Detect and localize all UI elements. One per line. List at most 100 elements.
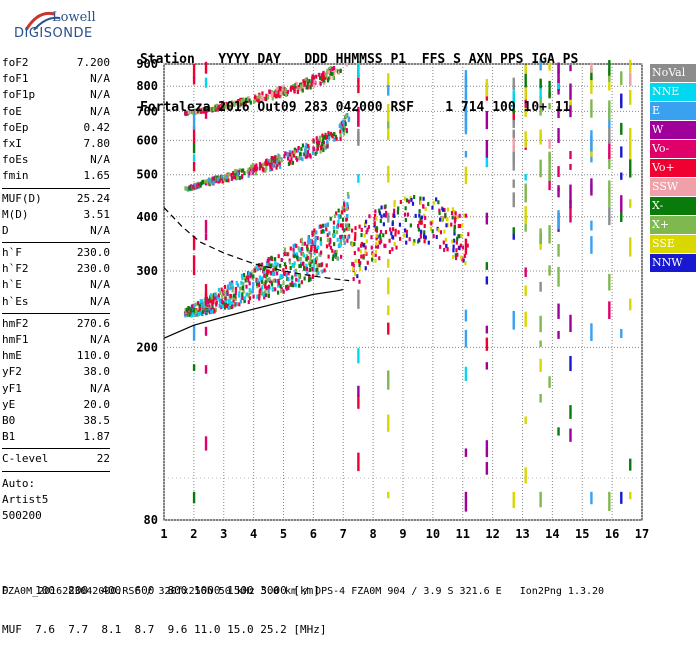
interference-streak (539, 315, 542, 333)
spread-f-point (456, 215, 459, 220)
echo-point (305, 263, 308, 268)
echo-point (284, 265, 288, 270)
echo-point (347, 194, 350, 199)
param-label: foE (2, 104, 22, 118)
echo-point (213, 292, 217, 297)
echo-point (184, 111, 187, 116)
echo-point (235, 302, 238, 307)
echo-point (286, 153, 289, 158)
echo-point (215, 295, 218, 300)
echo-point (269, 164, 272, 169)
spread-f-point (391, 247, 394, 252)
interference-streak (590, 76, 593, 94)
spread-f-point (458, 246, 461, 251)
x-tick-label: 5 (280, 527, 287, 541)
spread-f-point (394, 232, 397, 237)
spread-f-point (450, 211, 454, 216)
echo-point (191, 110, 194, 115)
echo-point (325, 227, 328, 232)
echo-point (196, 311, 199, 316)
echo-point (247, 292, 251, 297)
echo-point (226, 303, 230, 308)
echo-point (316, 245, 320, 250)
echo-point (293, 89, 296, 94)
interference-streak (620, 491, 623, 504)
legend-item-x-: X- (650, 197, 696, 215)
spread-f-point (376, 244, 380, 249)
param-row: foF1p N/A (2, 88, 110, 104)
param-row: M(D) 3.51 (2, 208, 110, 224)
interference-streak (357, 174, 360, 183)
echo-point (318, 138, 321, 143)
x-tick-label: 13 (515, 527, 529, 541)
echo-point (313, 261, 316, 266)
echo-point (302, 83, 305, 88)
echo-point (289, 87, 292, 92)
echo-point (329, 66, 332, 71)
echo-point (199, 299, 202, 304)
echo-point (197, 182, 200, 187)
param-row: foEp 0.42 (2, 121, 110, 137)
echo-point (322, 76, 325, 81)
interference-streak (557, 166, 560, 177)
echo-point (301, 143, 305, 148)
echo-point (340, 126, 343, 131)
echo-point (197, 110, 201, 115)
echo-point (208, 307, 211, 312)
echo-point (267, 284, 270, 289)
interference-streak (548, 61, 551, 71)
echo-point (315, 249, 318, 254)
echo-point (339, 223, 343, 228)
param-value: 38.0 (83, 365, 111, 379)
param-label: fmin (2, 169, 29, 183)
echo-point (255, 281, 259, 286)
echo-point (296, 86, 299, 91)
echo-point (339, 136, 342, 141)
echo-point (312, 242, 315, 247)
echo-point (184, 307, 187, 312)
interference-streak (620, 328, 623, 339)
echo-point (315, 272, 318, 277)
echo-point (327, 76, 330, 81)
param-row: hmF2 270.6 (2, 317, 110, 333)
echo-point (279, 263, 282, 268)
echo-point (231, 280, 234, 285)
echo-point (305, 257, 308, 262)
echo-point (262, 97, 265, 102)
echo-point (277, 93, 280, 98)
echo-point (239, 286, 242, 291)
echo-point (265, 165, 268, 170)
param-row: h`Es N/A (2, 295, 110, 311)
echo-point (294, 83, 297, 88)
echo-point (333, 214, 337, 219)
spread-f-point (384, 204, 387, 209)
echo-point (295, 157, 299, 162)
spread-f-point (382, 222, 385, 227)
interference-streak (204, 77, 208, 88)
echo-point (255, 277, 258, 282)
echo-point (333, 132, 336, 137)
interference-streak (524, 267, 527, 278)
spread-f-point (409, 195, 412, 200)
interference-streak (485, 78, 489, 97)
interference-streak (464, 309, 468, 322)
echo-point (277, 90, 280, 95)
echo-point (342, 120, 345, 125)
param-value: 38.5 (83, 413, 111, 427)
echo-point (228, 101, 231, 106)
interference-streak (204, 293, 208, 306)
echo-point (279, 284, 282, 289)
spread-f-point (454, 256, 458, 261)
spread-f-point (357, 258, 360, 263)
echo-point (286, 276, 289, 281)
echo-point (326, 233, 329, 238)
echo-point (295, 272, 298, 277)
echo-point (256, 267, 260, 272)
spread-f-point (384, 230, 388, 235)
echo-point (308, 274, 311, 279)
spread-f-point (450, 222, 453, 227)
echo-point (308, 84, 311, 89)
echo-point (323, 143, 326, 148)
echo-point (341, 217, 345, 222)
interference-streak (192, 76, 196, 85)
